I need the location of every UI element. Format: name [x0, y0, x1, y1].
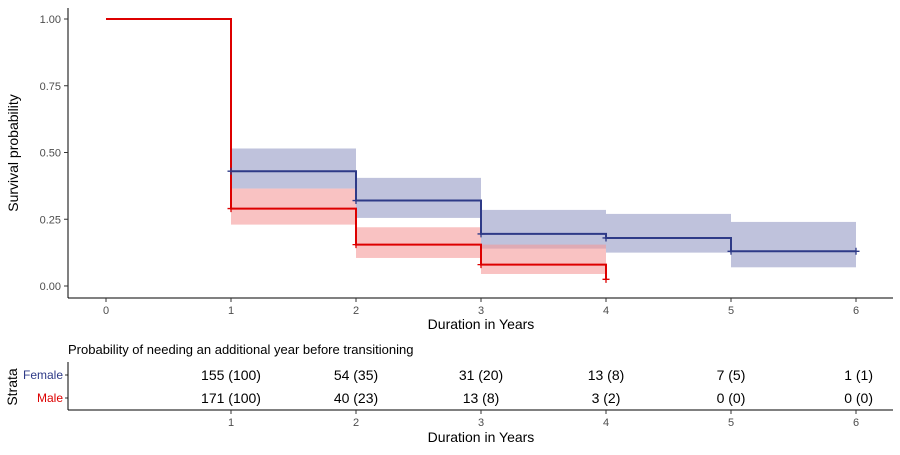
risk-cell: 155 (100) — [201, 367, 261, 383]
censor-mark-female-2 — [477, 230, 485, 238]
risk-x-tick-label: 4 — [603, 417, 609, 429]
km-x-tick-label: 2 — [353, 305, 359, 317]
km-x-tick-label: 3 — [478, 305, 484, 317]
risk-cell: 40 (23) — [334, 390, 378, 406]
risk-cell: 13 (8) — [463, 390, 500, 406]
risk-cell: 31 (20) — [459, 367, 503, 383]
survival-curve-female — [106, 18, 856, 253]
risk-x-tick-label: 6 — [853, 417, 859, 429]
risk-cell: 1 (1) — [844, 367, 873, 383]
risk-cell: 7 (5) — [717, 367, 746, 383]
risk-cell: 13 (8) — [588, 367, 625, 383]
ci-band-female-0 — [231, 148, 356, 189]
risk-x-tick-label: 5 — [728, 417, 734, 429]
censor-mark-male-2 — [477, 261, 485, 269]
censor-mark-male-1 — [352, 241, 360, 249]
risk-cell: 171 (100) — [201, 390, 261, 406]
km-x-axis-title: Duration in Years — [428, 316, 535, 332]
censor-mark-male-0 — [227, 205, 235, 213]
risk-x-tick-label: 3 — [478, 417, 484, 429]
km-x-tick-label: 5 — [728, 305, 734, 317]
km-y-tick-label: 0.75 — [40, 81, 61, 93]
risk-cell: 3 (2) — [592, 390, 621, 406]
censor-mark-male-3 — [602, 275, 610, 283]
censor-marks — [227, 167, 860, 283]
censor-mark-female-1 — [352, 197, 360, 205]
confidence-bands — [231, 148, 856, 274]
risk-x-tick-label: 1 — [228, 417, 234, 429]
ci-band-female-1 — [356, 177, 481, 218]
km-y-tick-label: 1.00 — [40, 14, 61, 26]
risk-cell: 54 (35) — [334, 367, 378, 383]
censor-mark-female-3 — [602, 234, 610, 242]
strata-label-male: Male — [37, 391, 63, 405]
ci-band-female-3 — [606, 213, 731, 253]
risk-table-x-axis-title: Duration in Years — [428, 429, 535, 445]
km-y-tick-label: 0.50 — [40, 148, 61, 160]
km-x-tick-label: 1 — [228, 305, 234, 317]
km-x-tick-label: 6 — [853, 305, 859, 317]
censor-mark-female-5 — [852, 247, 860, 255]
ci-band-female-2 — [481, 209, 606, 249]
risk-cell: 0 (0) — [844, 390, 873, 406]
risk-x-tick-label: 2 — [353, 417, 359, 429]
ci-band-male-0 — [231, 188, 356, 225]
risk-table-axes: 1 2 3 4 5 6 — [67, 362, 893, 429]
km-y-tick-label: 0.25 — [40, 214, 61, 226]
km-axes: 0.00 0.25 0.50 0.75 1.00 0 1 2 3 4 5 6 — [40, 8, 893, 317]
km-plot: 0.00 0.25 0.50 0.75 1.00 0 1 2 3 4 5 6 Duration in … — [5, 8, 893, 332]
km-y-axis-title: Survival probability — [5, 94, 21, 212]
risk-table-title: Probability of needing an additional yea… — [68, 342, 413, 357]
risk-table-y-axis-title: Strata — [4, 368, 20, 406]
censor-mark-female-4 — [727, 247, 735, 255]
risk-table: Probability of needing an additional yea… — [4, 342, 893, 445]
km-x-tick-label: 0 — [103, 305, 109, 317]
strata-label-female: Female — [23, 368, 63, 382]
risk-cell: 0 (0) — [717, 390, 746, 406]
km-y-tick-label: 0.00 — [40, 281, 61, 293]
ci-band-female-4 — [731, 221, 856, 268]
ci-band-male-2 — [481, 244, 606, 274]
risk-table-rows: Female 155 (100) 54 (35) 31 (20) 13 (8) 7 (5)… — [23, 367, 873, 406]
censor-mark-female-0 — [227, 167, 235, 175]
ci-band-male-1 — [356, 227, 481, 258]
km-x-tick-label: 4 — [603, 305, 609, 317]
